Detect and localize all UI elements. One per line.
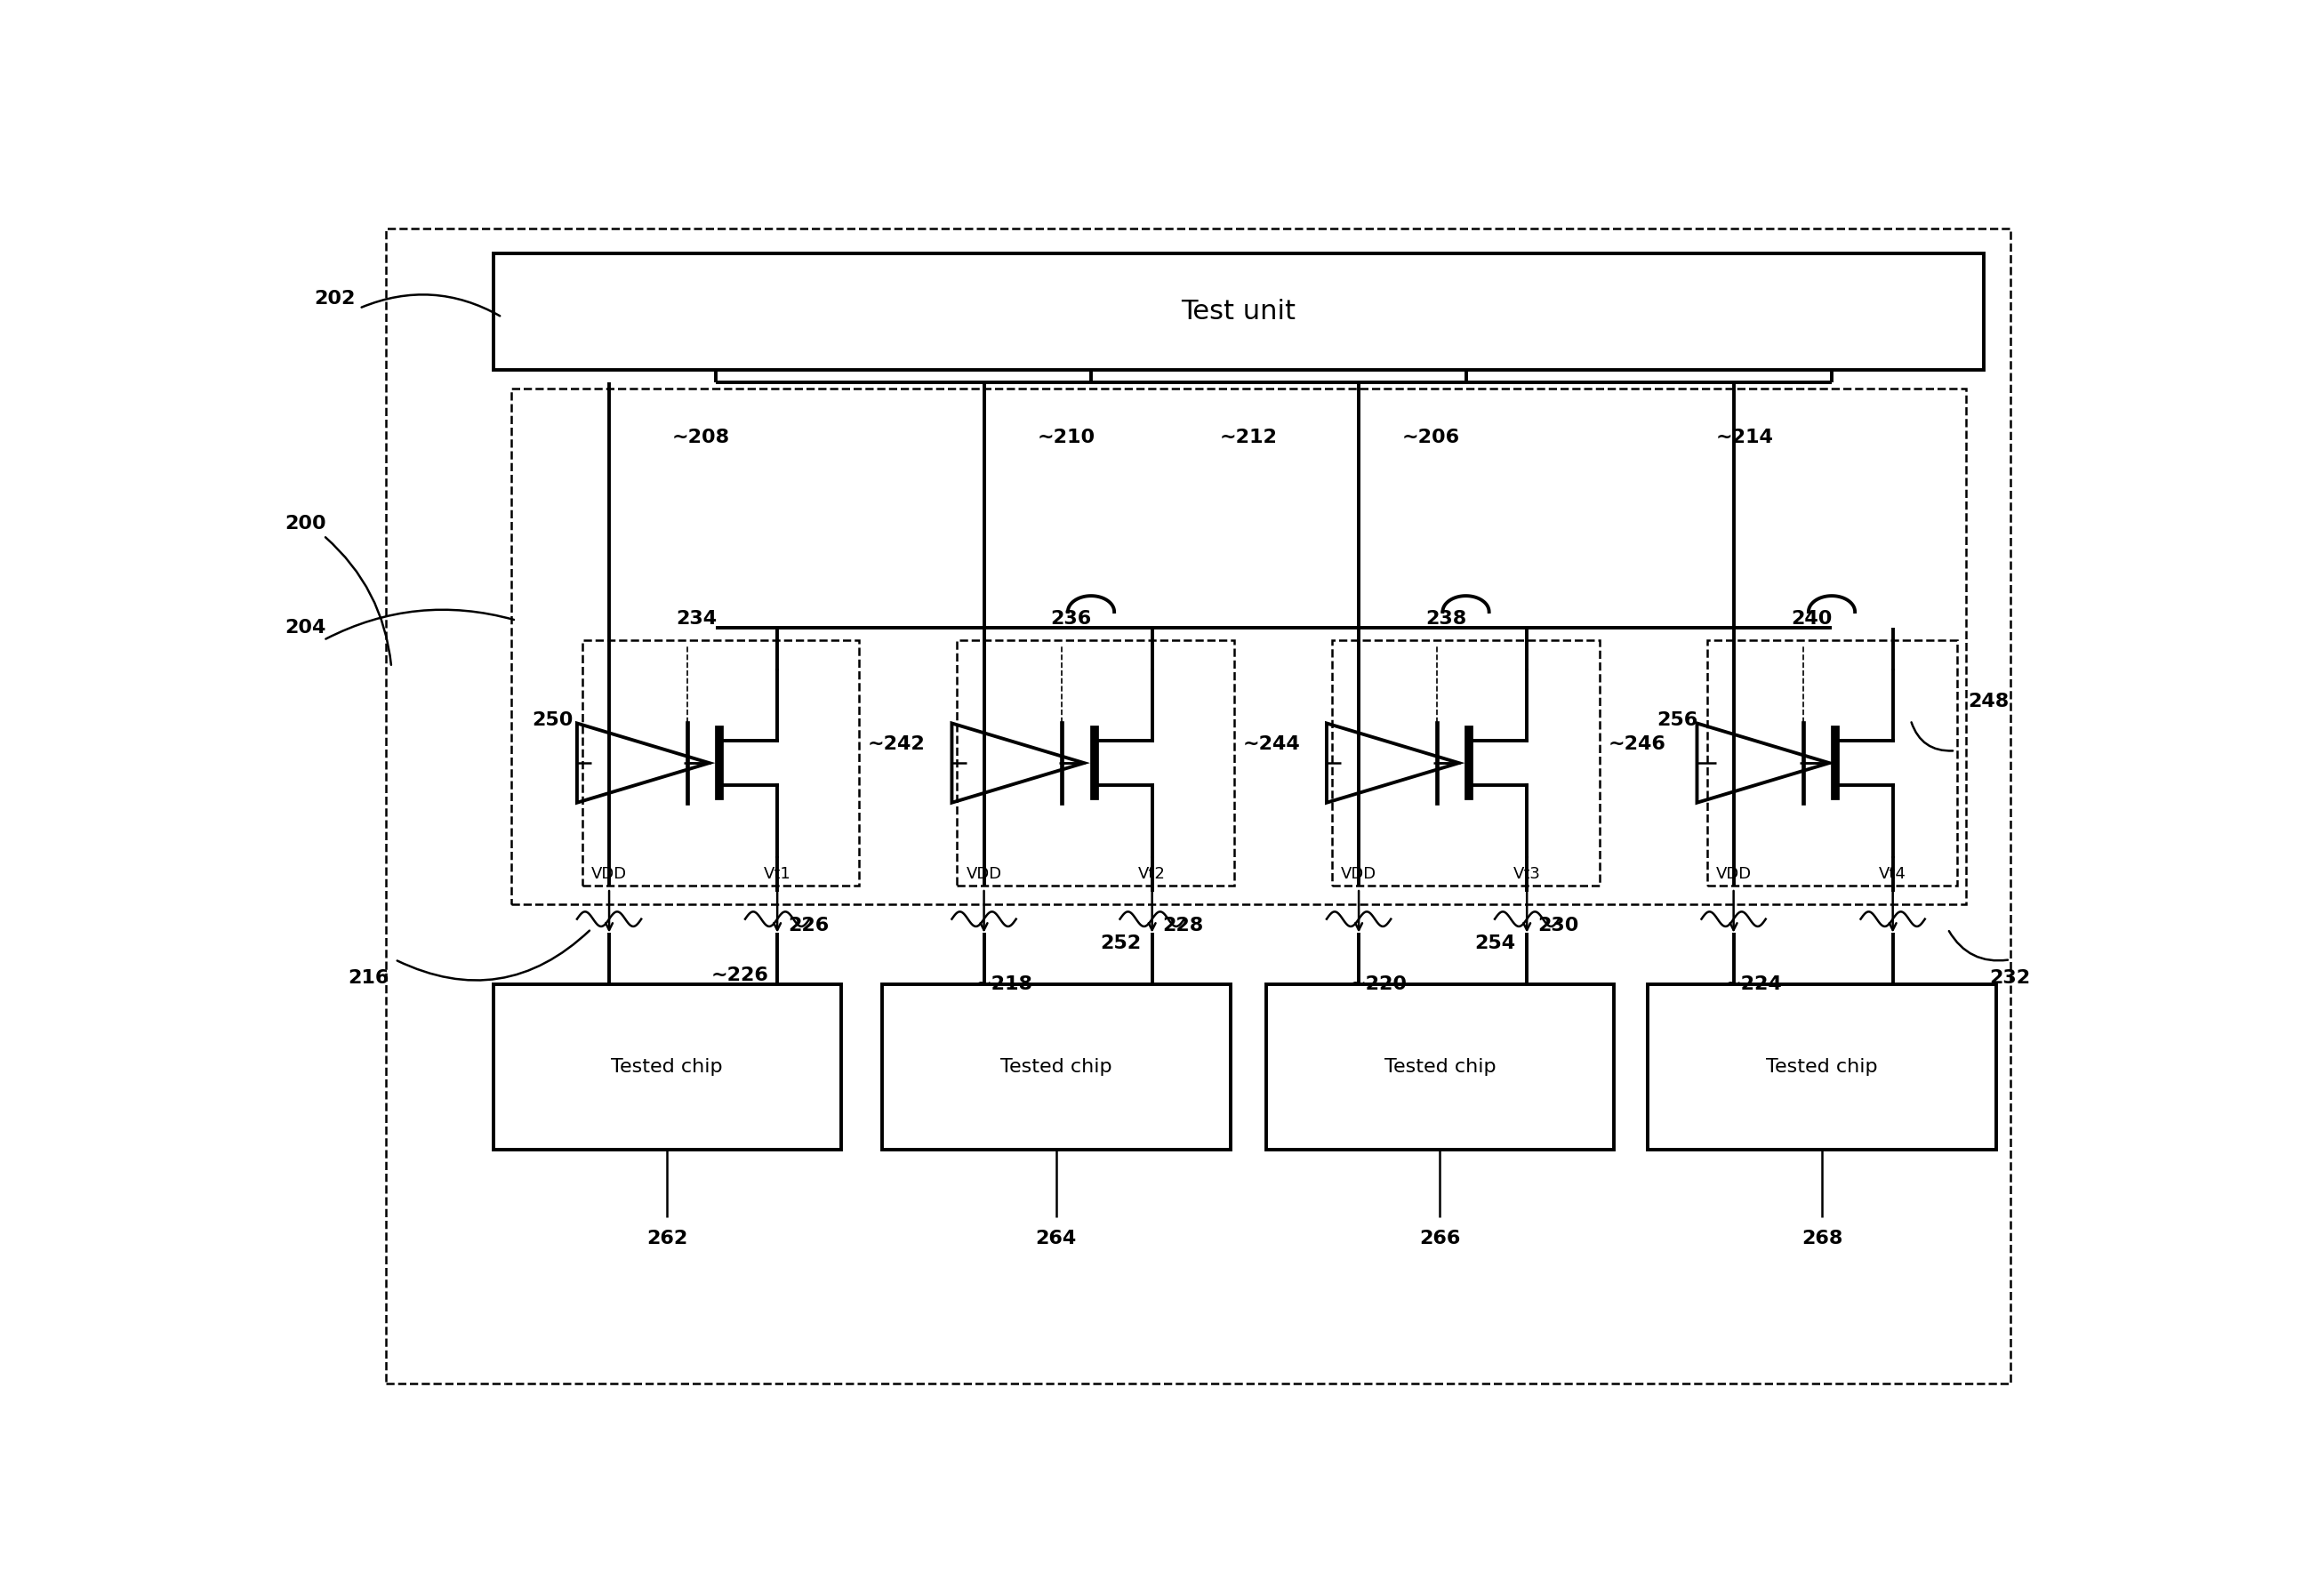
Text: 252: 252 <box>1101 935 1140 953</box>
Text: 204: 204 <box>286 619 327 637</box>
Text: Tested chip: Tested chip <box>610 1058 723 1076</box>
Text: 234: 234 <box>675 610 716 627</box>
Bar <box>1267 985 1614 1151</box>
Bar <box>1707 640 1958 886</box>
Text: 268: 268 <box>1801 1231 1842 1248</box>
Text: ∼226: ∼226 <box>712 967 769 985</box>
Text: VDD: VDD <box>1340 867 1377 883</box>
Bar <box>1649 985 1997 1151</box>
Text: Tested chip: Tested chip <box>1766 1058 1877 1076</box>
Text: 216: 216 <box>348 969 389 988</box>
Text: 248: 248 <box>1967 693 2008 710</box>
Bar <box>493 985 841 1151</box>
Text: 266: 266 <box>1419 1231 1460 1248</box>
Text: 238: 238 <box>1426 610 1467 627</box>
Text: ∼224: ∼224 <box>1725 975 1783 993</box>
Text: 228: 228 <box>1163 916 1204 934</box>
Text: 264: 264 <box>1036 1231 1078 1248</box>
Text: 230: 230 <box>1538 916 1580 934</box>
Text: Vt2: Vt2 <box>1138 867 1165 883</box>
Text: 236: 236 <box>1050 610 1092 627</box>
Text: ∼212: ∼212 <box>1221 428 1278 447</box>
Text: VDD: VDD <box>592 867 626 883</box>
Text: Vt1: Vt1 <box>765 867 790 883</box>
Text: 250: 250 <box>532 712 573 729</box>
Text: VDD: VDD <box>967 867 1002 883</box>
Text: ∼242: ∼242 <box>868 736 926 753</box>
Text: Tested chip: Tested chip <box>1000 1058 1112 1076</box>
Text: 200: 200 <box>286 514 327 531</box>
Text: 240: 240 <box>1792 610 1833 627</box>
Text: 202: 202 <box>313 289 355 308</box>
Text: Vt4: Vt4 <box>1879 867 1907 883</box>
Text: ∼218: ∼218 <box>974 975 1032 993</box>
Text: 226: 226 <box>788 916 829 934</box>
Bar <box>882 985 1230 1151</box>
Bar <box>958 640 1234 886</box>
Text: ∼208: ∼208 <box>672 428 730 447</box>
Text: 256: 256 <box>1656 712 1697 729</box>
Text: ∼246: ∼246 <box>1607 736 1667 753</box>
Text: ∼244: ∼244 <box>1244 736 1301 753</box>
Text: ∼214: ∼214 <box>1716 428 1773 447</box>
Text: Test unit: Test unit <box>1181 298 1297 324</box>
Bar <box>511 388 1964 905</box>
Text: Tested chip: Tested chip <box>1384 1058 1497 1076</box>
Text: ∼206: ∼206 <box>1403 428 1460 447</box>
Text: ∼210: ∼210 <box>1036 428 1096 447</box>
Text: VDD: VDD <box>1716 867 1750 883</box>
Bar <box>493 254 1983 370</box>
Bar <box>583 640 859 886</box>
Text: 262: 262 <box>647 1231 689 1248</box>
Text: Vt3: Vt3 <box>1513 867 1541 883</box>
Text: 254: 254 <box>1474 935 1515 953</box>
Text: 232: 232 <box>1990 969 2031 988</box>
Bar <box>1331 640 1601 886</box>
Text: ∼220: ∼220 <box>1350 975 1407 993</box>
